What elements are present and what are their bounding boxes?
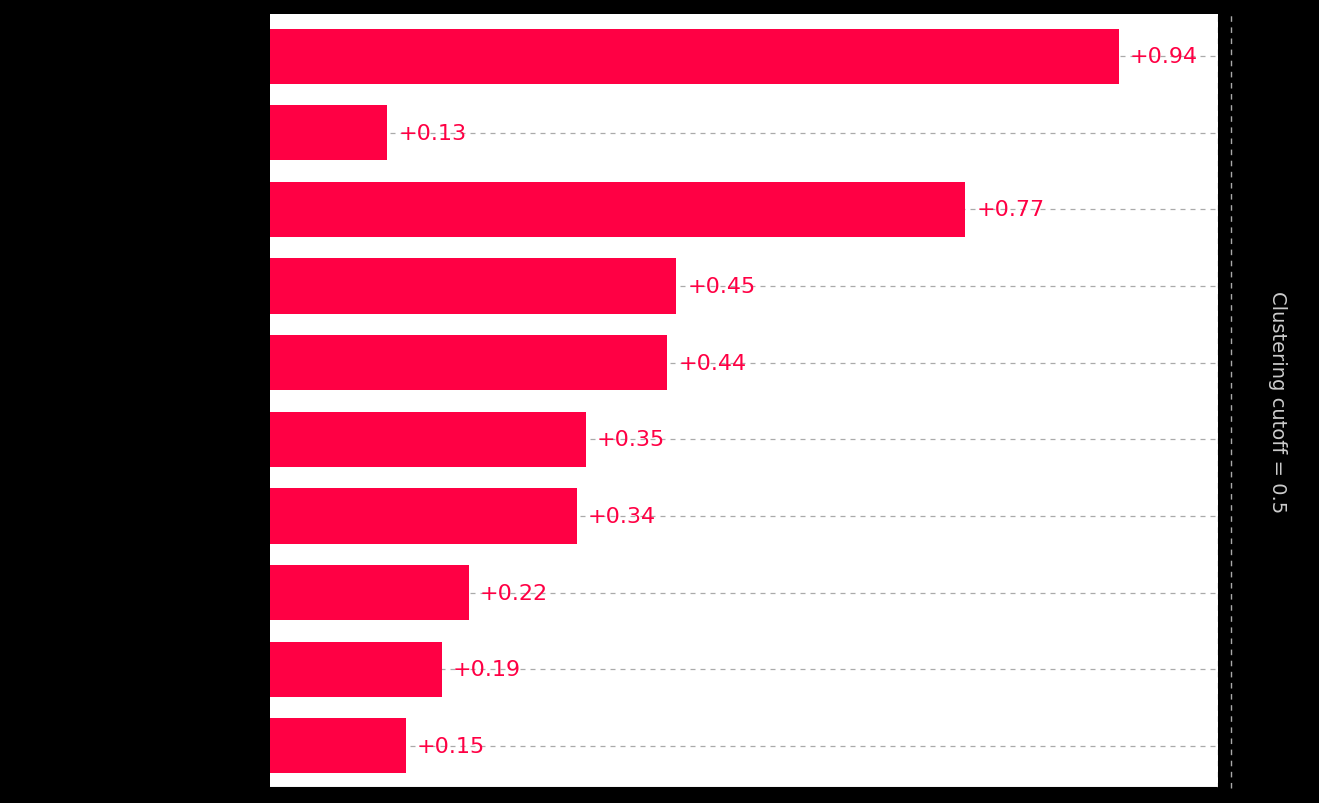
Text: +0.35: +0.35 xyxy=(598,430,665,450)
Text: +0.22: +0.22 xyxy=(480,583,547,603)
Bar xyxy=(270,412,586,467)
Text: +0.13: +0.13 xyxy=(398,124,467,144)
Bar xyxy=(270,719,405,773)
Text: +0.77: +0.77 xyxy=(976,200,1045,220)
Bar xyxy=(270,106,388,161)
Text: +0.44: +0.44 xyxy=(678,353,747,373)
Text: +0.34: +0.34 xyxy=(588,507,656,526)
Bar xyxy=(270,489,578,544)
Bar xyxy=(270,182,966,238)
Bar xyxy=(270,336,667,391)
Bar xyxy=(270,642,442,697)
Text: +0.15: +0.15 xyxy=(417,736,484,756)
Bar xyxy=(270,565,468,621)
Text: Clustering cutoff = 0.5: Clustering cutoff = 0.5 xyxy=(1268,291,1287,512)
Bar xyxy=(270,30,1119,84)
Text: +0.19: +0.19 xyxy=(452,659,521,679)
Text: +0.45: +0.45 xyxy=(687,277,756,296)
Text: +0.94: +0.94 xyxy=(1130,47,1198,67)
Bar xyxy=(270,259,677,314)
